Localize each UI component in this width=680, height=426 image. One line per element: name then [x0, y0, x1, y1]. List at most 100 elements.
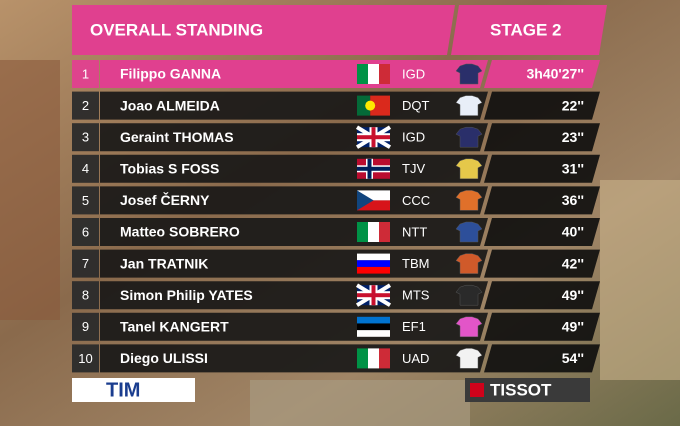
rank-bg: [72, 312, 99, 341]
flag: [357, 135, 390, 140]
flag: [370, 95, 390, 116]
time: 3h40'27'': [527, 66, 584, 82]
jersey: [455, 158, 483, 180]
rank: 10: [78, 351, 92, 366]
rank-bg: [72, 218, 99, 246]
time-bg: [484, 60, 600, 88]
standings: 1 Filippo GANNA IGD 3h40'27'' 2 Joao ALMEIDA D…: [72, 60, 600, 373]
flag: [357, 64, 368, 84]
flag: [357, 253, 390, 261]
standing-row: 7 Jan TRATNIK TBM 42'': [72, 249, 600, 278]
sponsor-tissot: [465, 378, 590, 402]
flag: [357, 266, 390, 274]
sponsor-tissot-text: TISSOT: [490, 380, 552, 399]
row-bg: [100, 249, 488, 278]
rank-bg: [72, 154, 99, 183]
jersey: [455, 348, 483, 369]
flag: [379, 348, 390, 369]
time-bg: [484, 186, 600, 215]
rank-bg: [72, 60, 99, 88]
flag: [357, 316, 390, 324]
time: 36'': [562, 192, 584, 208]
rank: 1: [82, 66, 89, 81]
flag: [379, 222, 390, 242]
flag: [368, 64, 379, 84]
standing-row: 6 Matteo SOBRERO NTT 40'': [72, 218, 600, 246]
rank: 4: [82, 161, 89, 176]
team-code: TBM: [402, 256, 429, 271]
rider-name: Geraint THOMAS: [120, 129, 234, 145]
time: 31'': [562, 161, 584, 177]
rider-name: Tanel KANGERT: [120, 319, 229, 335]
team-code: CCC: [402, 193, 430, 208]
stairs: [250, 380, 470, 426]
rider-name: Tobias S FOSS: [120, 161, 219, 177]
jersey: [455, 253, 483, 274]
rank-bg: [72, 91, 99, 120]
rider-name: Simon Philip YATES: [120, 287, 253, 303]
rank: 9: [82, 319, 89, 334]
rider-name: Matteo SOBRERO: [120, 224, 240, 240]
row-bg: [100, 60, 488, 88]
standing-row: 2 Joao ALMEIDA DQT 22'': [72, 91, 600, 120]
standing-row: 9 Tanel KANGERT EF1 49'': [72, 312, 600, 341]
flag: [357, 200, 390, 211]
team-code: EF1: [402, 319, 426, 334]
flag: [357, 260, 390, 267]
team-code: MTS: [402, 288, 430, 303]
rank: 7: [82, 256, 89, 271]
jersey: [455, 221, 483, 243]
flag: [357, 95, 371, 116]
time: 42'': [562, 255, 584, 271]
row-bg: [100, 344, 488, 373]
team-code: NTT: [402, 224, 427, 239]
rank-bg: [72, 281, 99, 310]
standing-row: 10 Diego ULISSI UAD 54'': [72, 344, 600, 373]
standing-row: 3 Geraint THOMAS IGD 23'': [72, 123, 600, 152]
flag: [357, 348, 368, 369]
stage-bar: [451, 5, 607, 55]
team-code: IGD: [402, 130, 425, 145]
building: [0, 60, 60, 320]
flag: [357, 222, 368, 242]
time: 49'': [562, 287, 584, 303]
tissot-cross: [470, 383, 484, 397]
row-bg: [100, 186, 488, 215]
rank: 8: [82, 288, 89, 303]
building: [600, 180, 680, 380]
time-bg: [484, 344, 600, 373]
jersey: [455, 63, 483, 85]
flag: [357, 323, 390, 331]
row-bg: [100, 123, 488, 152]
flag: [357, 166, 390, 171]
sponsor-tim-text: TIM: [106, 379, 140, 401]
jersey: [455, 95, 483, 116]
time-bg: [484, 249, 600, 278]
time: 49'': [562, 319, 584, 335]
jersey: [455, 316, 483, 338]
team-code: UAD: [402, 351, 429, 366]
flag: [365, 100, 376, 111]
row-bg: [100, 154, 488, 183]
sponsor-tim: [72, 378, 195, 402]
standing-row: 5 Josef ČERNY CCC 36'': [72, 186, 600, 215]
time: 22'': [562, 97, 584, 113]
row-bg: [100, 218, 488, 246]
flag: [357, 330, 390, 337]
jersey: [455, 284, 483, 306]
flag: [379, 64, 390, 84]
row-bg: [100, 312, 488, 341]
team-code: DQT: [402, 98, 430, 113]
standing-row: 1 Filippo GANNA IGD 3h40'27'': [72, 60, 600, 88]
standing-row: 8 Simon Philip YATES MTS 49'': [72, 281, 600, 310]
rider-name: Joao ALMEIDA: [120, 97, 220, 113]
rider-name: Diego ULISSI: [120, 350, 208, 366]
time-bg: [484, 218, 600, 246]
time: 40'': [562, 224, 584, 240]
time-bg: [484, 312, 600, 341]
rider-name: Josef ČERNY: [120, 191, 210, 208]
flag: [357, 190, 374, 211]
rank: 2: [82, 98, 89, 113]
jersey: [455, 126, 483, 148]
